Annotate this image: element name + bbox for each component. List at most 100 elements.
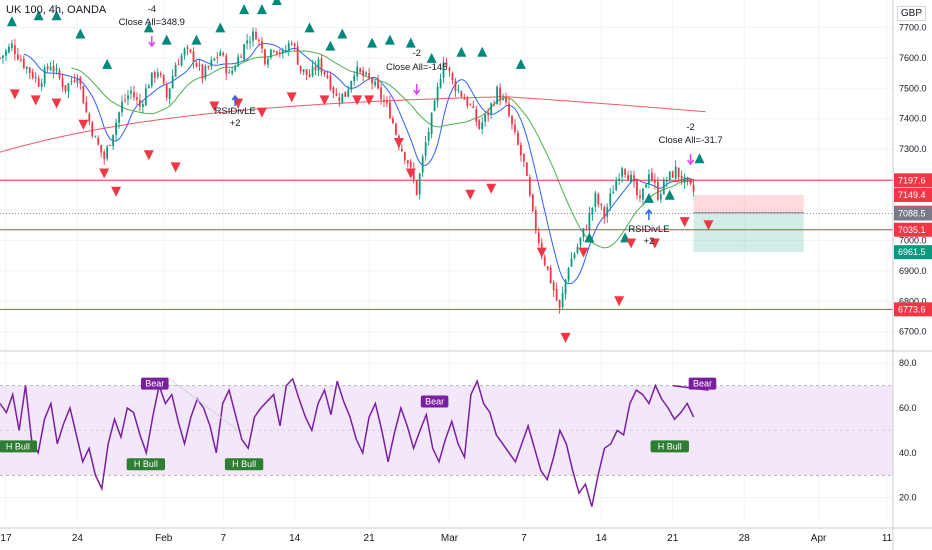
signal-markers	[6, 0, 714, 343]
symbol-label[interactable]: UK 100, 4h, OANDA	[6, 4, 107, 16]
candle-body	[543, 256, 546, 265]
candle-body	[662, 179, 665, 195]
candle-body	[261, 41, 263, 49]
candle-body	[656, 182, 659, 200]
candle-body	[374, 81, 376, 86]
candle-body	[332, 87, 335, 94]
sell-signal-triangle	[30, 95, 41, 106]
candle-body	[255, 31, 257, 40]
candle-body	[475, 109, 478, 122]
candle-body	[31, 71, 34, 79]
candle-body	[219, 52, 222, 56]
candle-body	[609, 193, 612, 206]
candle-body	[293, 43, 296, 47]
candle-body	[76, 78, 79, 83]
candle-body	[353, 75, 356, 81]
candle-body	[445, 62, 448, 67]
candle-body	[34, 77, 37, 79]
candle-body	[380, 87, 382, 100]
sell-signal-triangle	[649, 238, 660, 249]
sell-signal-triangle	[111, 186, 122, 197]
buy-signal-triangle	[405, 37, 416, 48]
price-tick-label: 7300.0	[899, 144, 927, 154]
candle-body	[216, 56, 219, 58]
rsi-bear-label: Bear	[693, 379, 712, 389]
price-tick-label: 7000.0	[899, 235, 927, 245]
rsi-series-line	[0, 377, 695, 507]
candle-body	[11, 43, 13, 49]
sell-signal-triangle	[536, 247, 547, 258]
candle-body	[317, 59, 320, 71]
candle-body	[466, 98, 469, 106]
sell-signal-triangle	[170, 162, 181, 173]
candle-body	[421, 156, 424, 173]
candle-body	[612, 191, 615, 194]
horizontal-levels	[0, 179, 893, 310]
candle-body	[392, 118, 394, 124]
rsi-bear-label: Bear	[425, 397, 444, 407]
candle-body	[615, 181, 618, 191]
candle-body	[243, 44, 245, 60]
candle-body	[564, 279, 567, 295]
candle-body	[177, 64, 180, 66]
order-arrow	[231, 94, 239, 106]
sell-signal-triangle	[703, 220, 714, 231]
annotation-close-all: Close All=-145	[386, 62, 448, 73]
candle-body	[642, 188, 644, 200]
buy-signal-triangle	[584, 232, 595, 243]
time-tick-label: 7	[220, 533, 226, 544]
candle-body	[258, 39, 260, 41]
candle-body	[582, 228, 585, 238]
candle-body	[523, 153, 525, 162]
candle-body	[55, 68, 58, 71]
time-tick-label: 21	[364, 533, 376, 544]
sell-signal-triangle	[352, 95, 363, 106]
position-box	[693, 194, 804, 253]
candle-body	[683, 176, 686, 183]
candle-body	[469, 104, 472, 106]
candle-body	[201, 64, 204, 79]
candle-body	[275, 51, 278, 54]
candle-body	[347, 89, 350, 97]
candle-body	[147, 85, 150, 89]
candle-body	[621, 168, 624, 177]
candle-body	[94, 136, 97, 138]
candle-body	[70, 81, 73, 83]
price-tick-label: 6700.0	[899, 327, 927, 337]
sell-signal-triangle	[319, 95, 330, 106]
annotation-qty: -4	[148, 4, 156, 15]
candle-body	[46, 66, 49, 70]
candle-body	[627, 175, 629, 181]
candle-body	[139, 99, 141, 107]
candle-body	[174, 65, 177, 77]
buy-signal-triangle	[325, 40, 336, 51]
buy-signal-triangle	[694, 153, 705, 164]
candle-body	[73, 80, 76, 82]
candle-body	[49, 66, 52, 71]
buy-signal-triangle	[239, 4, 250, 15]
candle-body	[136, 97, 138, 100]
sell-signal-triangle	[99, 168, 110, 179]
candle-body	[210, 59, 213, 67]
rsi-bear-label-bg	[420, 395, 449, 408]
sell-signal-triangle	[256, 107, 267, 118]
candle-body	[606, 207, 609, 217]
candle-body	[567, 268, 570, 281]
rsi-tick-label: 40.0	[899, 448, 917, 458]
candle-body	[409, 161, 412, 168]
candle-body	[156, 72, 159, 77]
candle-body	[552, 281, 555, 291]
time-tick-label: 21	[667, 533, 679, 544]
candle-body	[159, 73, 162, 76]
candle-body	[371, 78, 373, 84]
annotation-qty: +2	[643, 236, 654, 247]
candle-body	[269, 49, 272, 58]
candle-body	[52, 65, 55, 72]
candle-body	[454, 80, 457, 91]
candle-body	[308, 74, 311, 77]
candle-body	[124, 99, 126, 101]
candle-body	[570, 258, 573, 267]
currency-label[interactable]: GBP	[896, 6, 926, 21]
candle-body	[153, 71, 156, 78]
